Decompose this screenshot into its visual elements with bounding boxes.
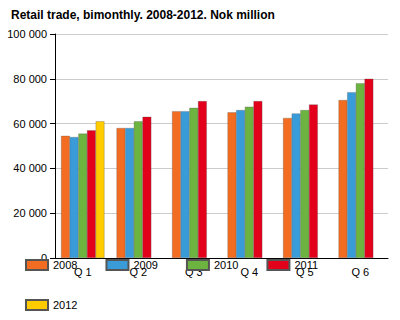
svg-text:Retail trade, bimonthly. 2008-: Retail trade, bimonthly. 2008-2012. Nok … xyxy=(11,8,275,22)
svg-text:2009: 2009 xyxy=(133,259,157,271)
svg-text:2008: 2008 xyxy=(53,259,77,271)
svg-text:Q 4: Q 4 xyxy=(240,266,258,278)
svg-text:40 000: 40 000 xyxy=(13,162,47,174)
svg-text:80 000: 80 000 xyxy=(13,73,47,85)
svg-text:Q 3: Q 3 xyxy=(184,265,203,278)
svg-text:Q 1: Q 1 xyxy=(73,265,92,278)
svg-text:2010: 2010 xyxy=(214,259,238,271)
svg-text:Q 6: Q 6 xyxy=(351,266,369,278)
svg-text:Q 5: Q 5 xyxy=(295,265,314,278)
svg-text:2012: 2012 xyxy=(53,299,77,311)
svg-text:60 000: 60 000 xyxy=(13,118,47,130)
svg-text:2011: 2011 xyxy=(294,259,318,271)
svg-text:Q 2: Q 2 xyxy=(129,265,148,278)
svg-text:100 000: 100 000 xyxy=(7,28,47,40)
svg-text:0: 0 xyxy=(40,252,47,264)
svg-text:20 000: 20 000 xyxy=(13,207,47,219)
